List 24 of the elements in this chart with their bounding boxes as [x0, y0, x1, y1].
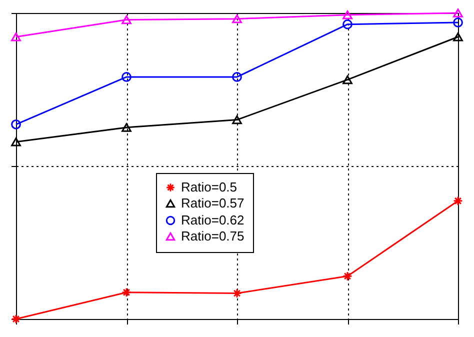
point: [122, 287, 132, 298]
point: [11, 32, 21, 42]
point: [232, 72, 242, 82]
point: [342, 19, 352, 30]
point: [122, 15, 132, 24]
point: [122, 123, 132, 132]
legend-label: Ratio=0.57: [181, 196, 244, 210]
point: [342, 271, 352, 282]
point: [11, 119, 21, 130]
point: [342, 75, 352, 84]
point: [11, 314, 21, 324]
point: [122, 72, 132, 82]
point: [453, 8, 463, 18]
legend-label: Ratio=0.75: [181, 228, 244, 244]
legend-label: Ratio=0.62: [181, 212, 244, 228]
legend-label: Ratio=0.5: [181, 180, 238, 194]
point: [232, 288, 242, 298]
point: [453, 196, 463, 206]
point: [453, 18, 463, 28]
point: [232, 14, 242, 24]
point: [342, 10, 352, 20]
point: [453, 32, 463, 42]
point: [11, 137, 21, 146]
point: [232, 115, 242, 124]
